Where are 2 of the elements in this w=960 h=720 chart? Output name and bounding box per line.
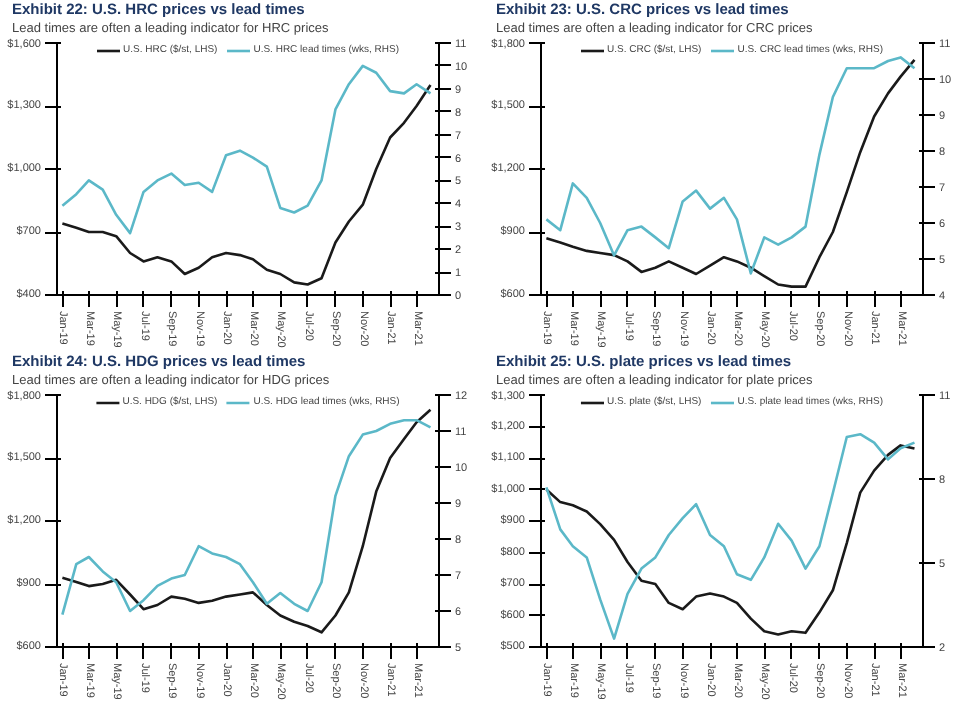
line-series <box>61 83 432 286</box>
line-series <box>61 64 432 235</box>
